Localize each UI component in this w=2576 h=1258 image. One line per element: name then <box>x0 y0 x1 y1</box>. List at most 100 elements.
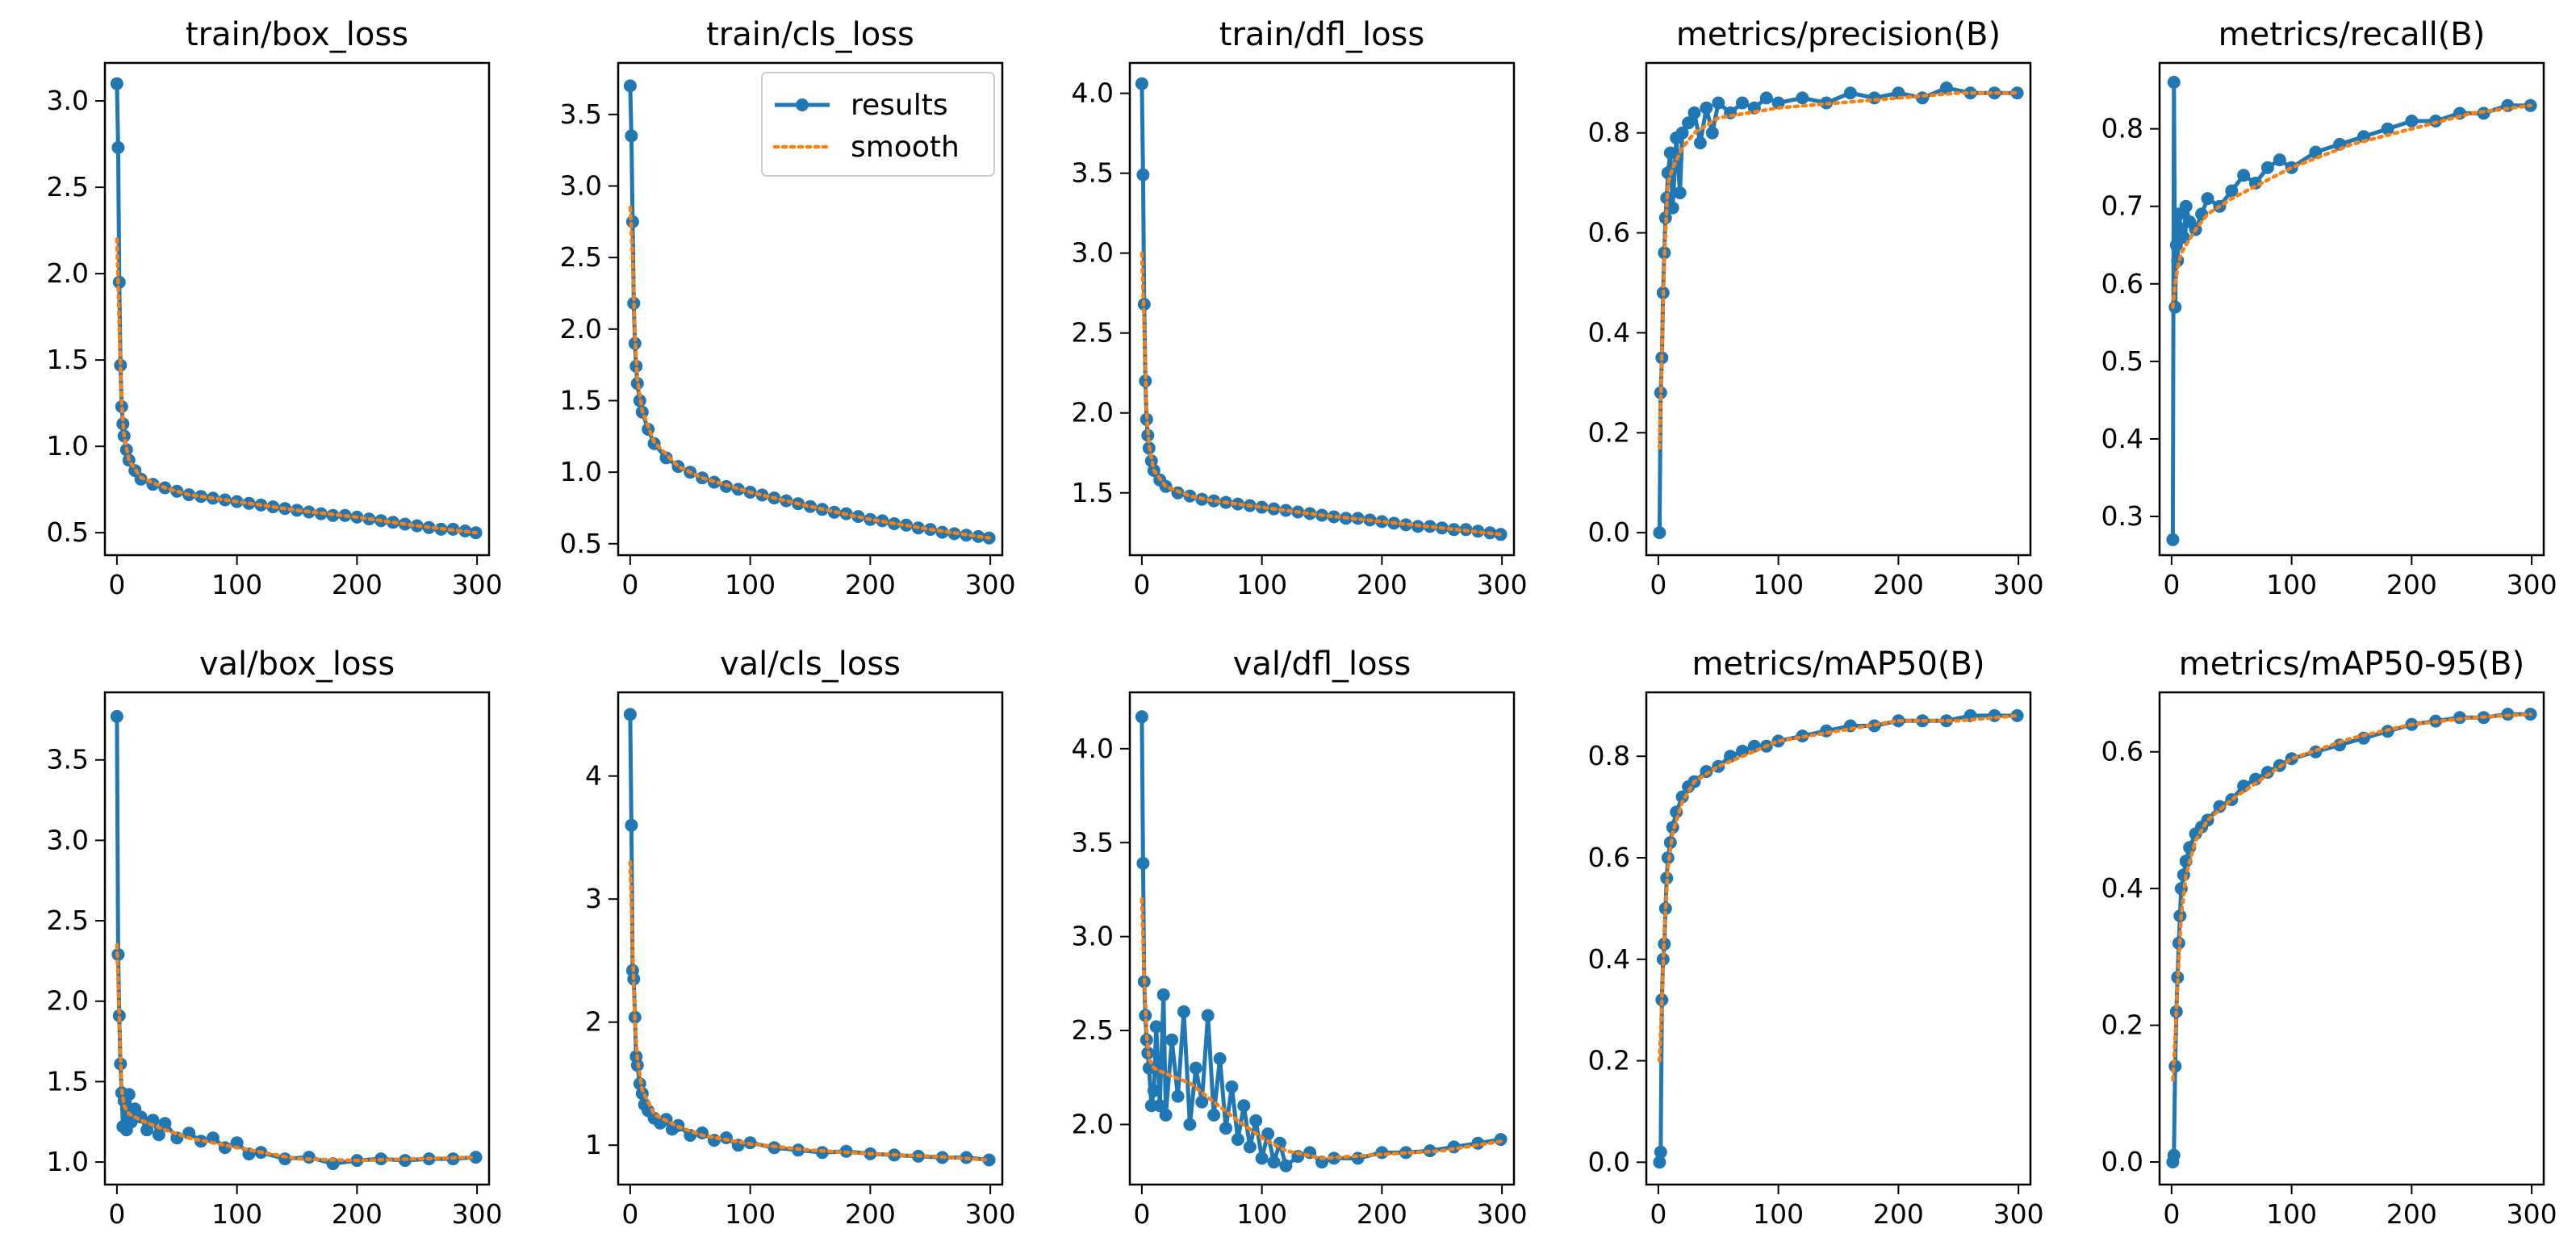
data-point-train-cls-loss-1 <box>625 129 638 143</box>
x-tick-label-metrics-precision-b-1: 100 <box>1753 569 1804 600</box>
y-tick-label-train-box-loss-2: 1.5 <box>47 344 89 375</box>
data-point-val-dfl-loss-25 <box>1237 1099 1251 1113</box>
data-point-val-box-loss-0 <box>110 709 123 723</box>
x-tick-label-val-box-loss-0: 0 <box>108 1198 125 1230</box>
x-tick-label-val-box-loss-2: 200 <box>332 1198 383 1230</box>
data-point-val-dfl-loss-15 <box>1177 1005 1190 1018</box>
panel-title-val-cls-loss: val/cls_loss <box>720 646 901 683</box>
axes-frame-metrics-map50-95-b <box>2158 691 2545 1186</box>
y-tick-label-metrics-map50-95-b-3: 0.6 <box>2101 736 2143 767</box>
y-tick-label-val-cls-loss-0: 1 <box>585 1129 602 1160</box>
data-point-val-dfl-loss-32 <box>1279 1159 1293 1172</box>
data-point-val-box-loss-25 <box>302 1151 316 1164</box>
data-point-val-dfl-loss-19 <box>1201 1009 1215 1022</box>
data-point-metrics-map50-95-b-4 <box>2171 971 2185 984</box>
data-point-train-dfl-loss-20 <box>1279 504 1293 517</box>
data-point-metrics-recall-b-8 <box>2179 199 2193 213</box>
y-tick-label-metrics-map50-b-3: 0.6 <box>1588 842 1630 873</box>
data-point-metrics-recall-b-2 <box>2168 300 2182 314</box>
y-tick-label-val-box-loss-0: 1.0 <box>47 1146 89 1177</box>
data-point-train-dfl-loss-34 <box>1447 523 1461 537</box>
data-point-val-dfl-loss-0 <box>1135 710 1148 724</box>
data-point-val-dfl-loss-23 <box>1225 1080 1239 1093</box>
y-tick-label-val-cls-loss-3: 4 <box>585 760 602 792</box>
panel-metrics-precision-b: metrics/precision(B) 0 100 200 300 0.0 0.2 0.4 0… <box>1588 16 2044 600</box>
panel-title-train-cls-loss: train/cls_loss <box>706 16 914 53</box>
y-tick-label-train-dfl-loss-0: 1.5 <box>1072 477 1114 508</box>
y-tick-label-metrics-map50-95-b-2: 0.4 <box>2101 872 2143 904</box>
data-point-metrics-precision-b-15 <box>1693 136 1707 150</box>
data-point-val-cls-loss-31 <box>982 1153 996 1167</box>
x-tick-label-metrics-map50-b-2: 200 <box>1873 1198 1924 1230</box>
axes-frame-train-dfl-loss <box>1128 61 1516 557</box>
x-tick-label-val-cls-loss-2: 200 <box>845 1198 896 1230</box>
y-tick-label-val-cls-loss-1: 2 <box>585 1006 602 1038</box>
data-point-val-dfl-loss-8 <box>1147 1084 1160 1097</box>
data-point-train-box-loss-1 <box>111 140 125 154</box>
x-tick-label-train-cls-loss-1: 100 <box>725 569 776 600</box>
x-tick-label-train-cls-loss-2: 200 <box>845 569 896 600</box>
panel-title-metrics-precision-b: metrics/precision(B) <box>1676 16 2001 53</box>
data-point-val-box-loss-17 <box>182 1126 196 1140</box>
data-point-metrics-map50-b-6 <box>1660 871 1674 885</box>
panel-metrics-map50-b: metrics/mAP50(B) 0 100 200 300 0.0 0.2 0.4 0.6 0.… <box>1588 646 2044 1230</box>
data-point-train-dfl-loss-36 <box>1471 525 1485 538</box>
series-smooth-line-val-cls-loss <box>628 860 991 1162</box>
panel-val-box-loss: val/box_loss 0 100 200 300 1.0 1.5 2.0 2.5 3.0 3.5 <box>47 646 503 1230</box>
data-point-val-dfl-loss-30 <box>1267 1156 1281 1169</box>
panel-title-metrics-recall-b: metrics/recall(B) <box>2218 16 2486 53</box>
y-tick-label-train-cls-loss-5: 3.0 <box>560 170 602 202</box>
panel-metrics-recall-b: metrics/recall(B) 0 100 200 300 0.3 0.4 0.5 0.6 0… <box>2101 16 2557 600</box>
y-tick-label-metrics-recall-b-3: 0.6 <box>2101 268 2143 299</box>
y-tick-label-train-dfl-loss-2: 2.5 <box>1072 317 1114 349</box>
panel-title-metrics-map50-95-b: metrics/mAP50-95(B) <box>2179 646 2524 683</box>
data-point-val-box-loss-21 <box>230 1136 244 1150</box>
series-results-line-metrics-recall-b <box>2170 80 2531 540</box>
data-point-train-cls-loss-11 <box>659 451 673 465</box>
data-point-train-cls-loss-21 <box>780 494 793 508</box>
x-tick-label-metrics-recall-b-3: 300 <box>2507 569 2557 600</box>
series-results-line-val-cls-loss <box>628 714 989 1162</box>
data-point-metrics-map50-b-1 <box>1654 1145 1667 1159</box>
data-point-val-dfl-loss-11 <box>1156 988 1170 1001</box>
data-point-train-dfl-loss-24 <box>1327 510 1340 524</box>
y-tick-label-train-box-loss-1: 1.0 <box>47 430 89 462</box>
y-tick-label-metrics-recall-b-2: 0.5 <box>2101 345 2143 377</box>
data-point-train-dfl-loss-28 <box>1375 515 1389 529</box>
y-tick-label-val-box-loss-1: 1.5 <box>47 1065 89 1097</box>
y-tick-label-train-cls-loss-4: 2.5 <box>560 241 602 273</box>
data-point-val-dfl-loss-9 <box>1149 1020 1163 1034</box>
series-results-line-train-box-loss <box>115 83 477 535</box>
legend: results smooth <box>761 72 995 177</box>
data-point-val-dfl-loss-18 <box>1195 1095 1209 1109</box>
y-tick-label-val-box-loss-2: 2.0 <box>47 985 89 1017</box>
panel-train-box-loss: train/box_loss 0 100 200 300 0.5 1.0 1.5 2.0 2.5 3… <box>47 16 503 600</box>
axes-frame-val-cls-loss <box>617 691 1004 1186</box>
x-tick-label-val-cls-loss-1: 100 <box>725 1198 776 1230</box>
data-point-train-dfl-loss-14 <box>1207 494 1221 508</box>
series-results-line-metrics-map50-b <box>1657 713 2018 1163</box>
x-tick-label-val-dfl-loss-2: 200 <box>1357 1198 1407 1230</box>
y-tick-label-train-box-loss-5: 3.0 <box>47 85 89 116</box>
series-results-line-metrics-precision-b <box>1657 86 2018 533</box>
data-point-metrics-recall-b-14 <box>2225 184 2239 198</box>
data-point-metrics-precision-b-9 <box>1666 201 1679 215</box>
x-tick-label-train-cls-loss-0: 0 <box>621 569 638 600</box>
series-results-line-val-box-loss <box>115 716 476 1166</box>
panel-title-val-box-loss: val/box_loss <box>199 646 395 683</box>
x-tick-label-metrics-map50-95-b-2: 200 <box>2386 1198 2437 1230</box>
data-point-metrics-recall-b-15 <box>2237 169 2251 182</box>
data-point-metrics-map50-95-b-1 <box>2167 1148 2181 1162</box>
data-point-train-dfl-loss-26 <box>1351 512 1365 525</box>
data-point-val-dfl-loss-22 <box>1219 1122 1232 1135</box>
series-smooth-line-train-dfl-loss <box>1140 251 1503 537</box>
data-point-metrics-map50-b-0 <box>1653 1156 1666 1169</box>
data-point-metrics-map50-95-b-14 <box>2213 800 2227 813</box>
data-point-val-dfl-loss-26 <box>1243 1140 1257 1154</box>
x-tick-label-val-cls-loss-0: 0 <box>621 1198 638 1230</box>
data-point-metrics-map50-95-b-17 <box>2249 772 2262 786</box>
y-tick-label-train-dfl-loss-3: 3.0 <box>1072 237 1114 269</box>
data-point-train-dfl-loss-18 <box>1255 500 1269 514</box>
axes-frame-train-cls-loss <box>617 61 1004 557</box>
y-tick-label-metrics-map50-95-b-0: 0.0 <box>2101 1146 2143 1177</box>
